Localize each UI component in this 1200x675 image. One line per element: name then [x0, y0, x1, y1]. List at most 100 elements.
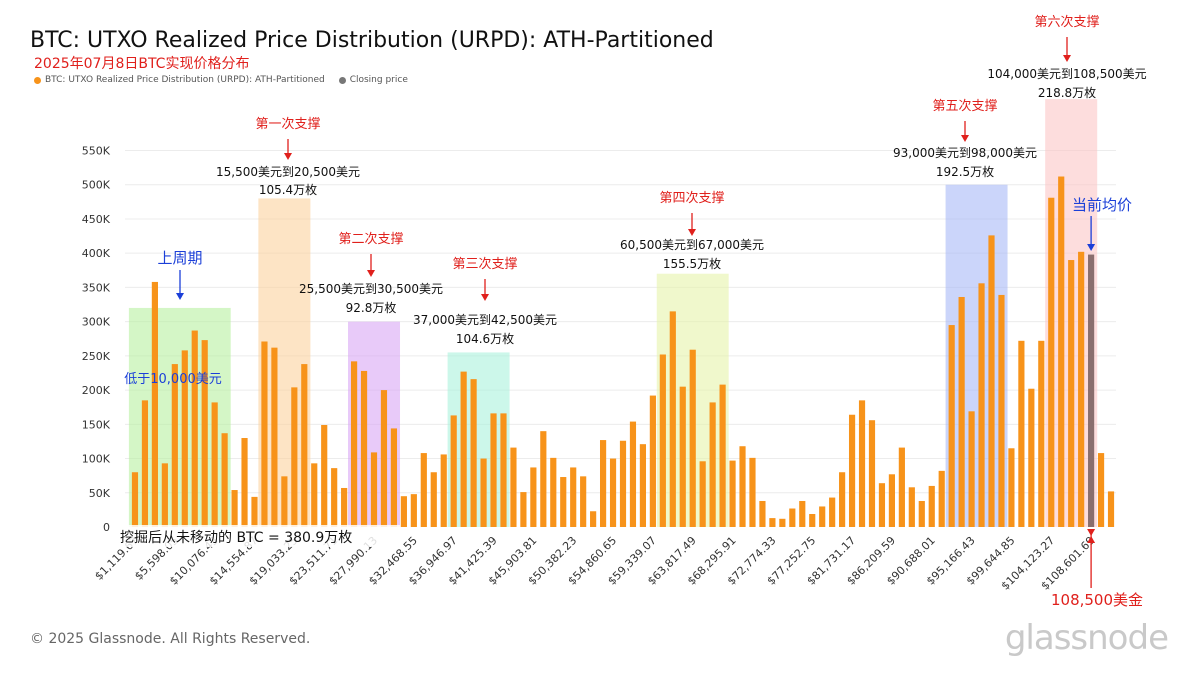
chart-subtitle: 2025年07月8日BTC实现价格分布: [34, 56, 250, 72]
y-tick-label: 400K: [82, 247, 111, 260]
support-zone: [447, 352, 510, 527]
legend-label-closing-price: Closing price: [349, 75, 408, 85]
zone-range-label: 104,000美元到108,500美元: [987, 67, 1146, 81]
zone-range-label: 93,000美元到98,000美元: [893, 146, 1037, 160]
zone-support-label: 第四次支撑: [659, 190, 724, 206]
bar: [360, 370, 368, 527]
zone-amount-label: 155.5万枚: [663, 256, 721, 271]
price-label: 108,500美金: [1051, 591, 1143, 609]
bar: [988, 235, 995, 527]
bar: [221, 433, 228, 527]
bar: [769, 518, 776, 527]
price-arrowhead-up: [1087, 536, 1096, 543]
legend-label-urpd: BTC: UTXO Realized Price Distribution (U…: [45, 75, 325, 85]
annotation-arrowhead: [1087, 529, 1096, 536]
bar: [151, 281, 158, 527]
bar: [839, 472, 846, 527]
unmoved-btc-label: 挖掘后从未移动的 BTC = 380.9万枚: [120, 530, 352, 546]
bar: [281, 476, 288, 527]
bar: [639, 444, 647, 527]
unmoved-label-bg: [117, 525, 400, 547]
bar: [470, 379, 477, 527]
legend-dot-gray: [338, 76, 346, 84]
bar: [261, 341, 268, 527]
legend-item-urpd[interactable]: BTC: UTXO Realized Price Distribution (U…: [34, 75, 325, 85]
bar: [819, 506, 826, 527]
bar: [480, 458, 487, 527]
bar: [958, 296, 965, 527]
bar: [858, 400, 866, 527]
glassnode-logo: glassnode: [1004, 618, 1169, 658]
zone-range-label: 37,000美元到42,500美元: [413, 313, 557, 327]
bar: [291, 387, 298, 527]
bar: [709, 402, 716, 527]
y-tick-label: 200K: [82, 384, 111, 397]
copyright-text: © 2025 Glassnode. All Rights Reserved.: [30, 631, 311, 647]
bar: [898, 447, 905, 527]
bar: [918, 500, 925, 527]
bar: [868, 420, 876, 527]
bar: [141, 400, 149, 527]
y-tick-label: 450K: [82, 213, 111, 226]
bar: [888, 474, 895, 527]
zone-range-label: 25,500美元到30,500美元: [299, 282, 443, 296]
y-tick-label: 50K: [89, 487, 111, 500]
bar: [978, 283, 985, 527]
annotation-arrowhead: [367, 270, 375, 277]
annotation-arrowhead: [284, 153, 292, 160]
zone-support-label: 第六次支撑: [1034, 14, 1099, 30]
bar: [520, 492, 527, 527]
bar: [689, 349, 696, 527]
bar: [311, 463, 318, 527]
bar: [599, 440, 607, 527]
zone-support-label: 第三次支撑: [452, 256, 517, 272]
bar: [1078, 251, 1085, 527]
annotation-arrowhead: [1087, 244, 1096, 251]
bar: [1068, 260, 1075, 527]
bar: [948, 325, 955, 527]
bar: [131, 472, 139, 527]
zone-amount-label: 192.5万枚: [936, 164, 994, 179]
annotation-arrowhead: [688, 229, 696, 236]
bar: [609, 458, 617, 527]
bar: [161, 463, 168, 527]
bar: [719, 384, 726, 527]
bar: [580, 476, 587, 527]
zone-amount-label: 92.8万枚: [346, 300, 397, 315]
bar: [679, 386, 686, 527]
bar: [809, 513, 816, 527]
bar: [560, 477, 567, 527]
bar: [1088, 254, 1095, 527]
bar: [171, 364, 178, 527]
bar: [450, 415, 457, 527]
annotation-arrowhead: [481, 294, 489, 301]
bar: [669, 311, 676, 527]
legend-item-closing-price[interactable]: Closing price: [338, 75, 408, 85]
bar: [1008, 448, 1015, 527]
bar: [430, 472, 437, 527]
legend-dot-orange: [34, 76, 41, 84]
annotation-arrowhead: [176, 293, 184, 300]
bar: [878, 483, 886, 527]
bar: [540, 431, 547, 527]
bar: [241, 438, 248, 527]
bar: [181, 350, 188, 527]
bar: [629, 421, 637, 527]
bar: [380, 390, 388, 527]
bar: [271, 347, 278, 527]
bar: [1048, 197, 1055, 527]
zone-range-label: 15,500美元到20,500美元: [216, 165, 360, 179]
zone-label-prior-cycle: 上周期: [157, 249, 202, 267]
bar: [998, 294, 1005, 527]
bar: [321, 425, 328, 527]
bar: [739, 446, 746, 527]
bar: [789, 508, 796, 527]
bar: [1018, 340, 1025, 527]
zone-range-label: 60,500美元到67,000美元: [620, 238, 764, 252]
bar: [829, 497, 836, 527]
y-tick-label: 550K: [82, 145, 111, 158]
zone-support-label: 第五次支撑: [932, 98, 997, 114]
bar: [331, 468, 338, 527]
bar: [251, 496, 258, 527]
annotation-arrowhead: [1063, 55, 1071, 62]
